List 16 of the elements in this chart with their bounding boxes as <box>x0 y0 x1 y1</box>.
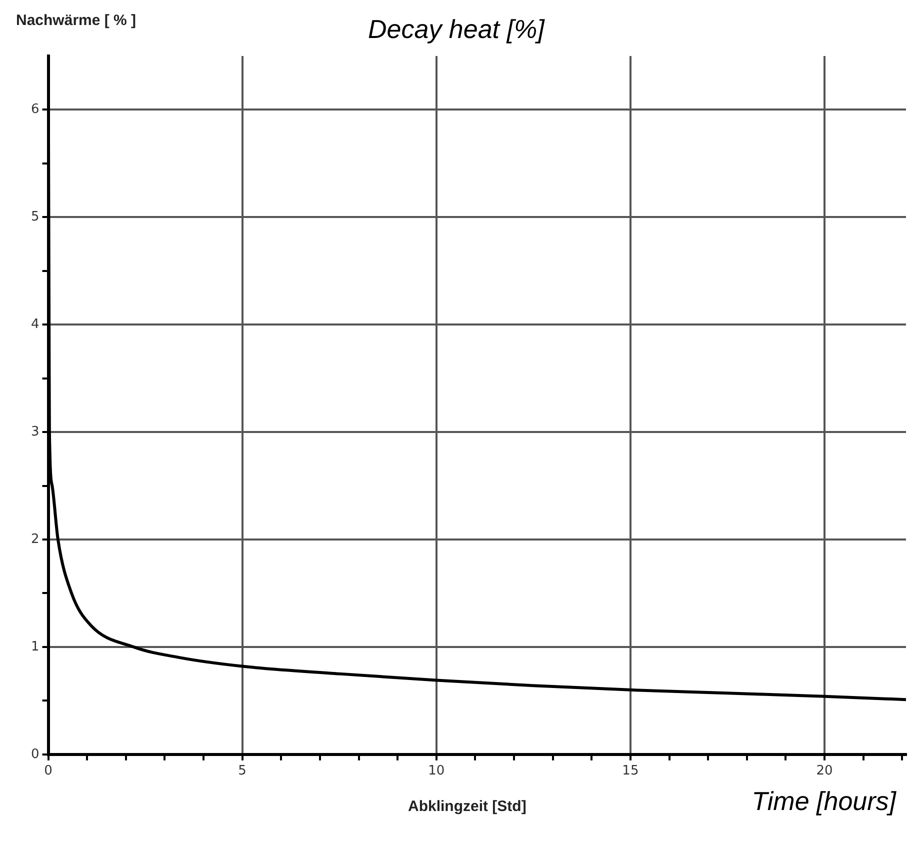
y-tick-label: 1 <box>30 639 40 654</box>
y-tick-label: 5 <box>30 210 40 225</box>
text: Time [hours] <box>752 786 896 817</box>
y-tick-label: 2 <box>30 532 40 547</box>
x-tick-label: 20 <box>816 764 833 779</box>
y-axis-title: Nachwärme [ % ] <box>16 12 136 29</box>
x-tick-label: 10 <box>428 764 445 779</box>
x-tick-label: 0 <box>44 764 52 779</box>
y-tick-label: 4 <box>30 316 40 332</box>
x-axis-title: Abklingzeit [Std] <box>408 798 526 815</box>
x-tick-label: 5 <box>238 764 246 779</box>
chart-title: Decay heat [%] <box>368 14 544 45</box>
y-tick-label: 6 <box>30 102 40 118</box>
y-tick-label: 0 <box>30 746 40 762</box>
x-tick-label: 15 <box>622 764 639 779</box>
y-tick-label: 3 <box>30 424 40 440</box>
